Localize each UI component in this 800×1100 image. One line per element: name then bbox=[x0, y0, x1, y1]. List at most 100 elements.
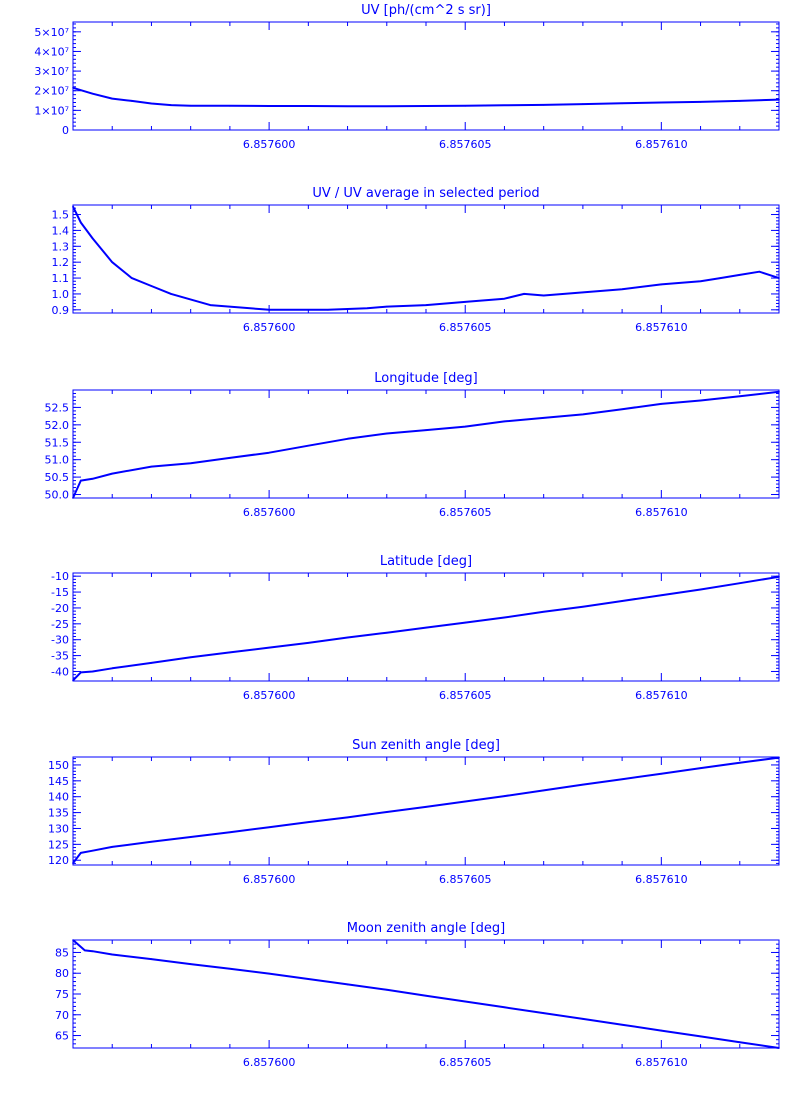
data-point bbox=[621, 102, 623, 105]
data-point bbox=[150, 841, 153, 843]
data-point bbox=[542, 417, 545, 419]
data-point bbox=[346, 636, 349, 639]
series-line bbox=[72, 86, 780, 108]
data-point bbox=[582, 413, 584, 416]
y-tick-label: 1.2 bbox=[52, 256, 70, 269]
data-point bbox=[660, 403, 663, 405]
data-point bbox=[699, 101, 702, 103]
y-tick-label: 80 bbox=[55, 967, 69, 980]
y-tick-label: 4×10⁷ bbox=[34, 45, 69, 58]
data-point bbox=[464, 800, 467, 803]
series-line bbox=[72, 756, 780, 864]
data-point bbox=[699, 399, 702, 402]
data-point bbox=[542, 1012, 545, 1014]
chart-title: Longitude [deg] bbox=[374, 371, 477, 386]
data-point bbox=[150, 662, 153, 664]
data-point bbox=[131, 100, 133, 102]
data-point bbox=[464, 621, 467, 624]
data-point bbox=[542, 610, 545, 613]
data-point bbox=[268, 309, 270, 311]
y-tick-label: 1.0 bbox=[52, 288, 70, 301]
data-point bbox=[72, 862, 74, 864]
data-point bbox=[660, 594, 663, 597]
data-point bbox=[91, 849, 94, 852]
chart-title: Latitude [deg] bbox=[380, 554, 472, 569]
chart-title: UV / UV average in selected period bbox=[312, 186, 539, 201]
data-point bbox=[582, 605, 584, 608]
series-line bbox=[72, 206, 780, 311]
data-point bbox=[229, 651, 231, 654]
chart-title: UV [ph/(cm^2 s sr)] bbox=[361, 3, 491, 18]
data-point bbox=[738, 582, 741, 584]
y-tick-label: 1.4 bbox=[52, 224, 70, 237]
data-point bbox=[268, 972, 270, 975]
data-point bbox=[80, 671, 82, 674]
x-tick-label: 6.857605 bbox=[439, 321, 492, 334]
data-point bbox=[229, 457, 231, 459]
data-point bbox=[307, 105, 310, 107]
y-tick-label: 65 bbox=[55, 1030, 69, 1043]
x-tick-label: 6.857610 bbox=[635, 1056, 688, 1069]
data-point bbox=[660, 773, 663, 775]
y-tick-label: 51.0 bbox=[45, 454, 70, 467]
data-point bbox=[738, 1041, 741, 1043]
data-point bbox=[503, 1006, 506, 1009]
data-point bbox=[425, 105, 427, 107]
x-tick-label: 6.857605 bbox=[439, 506, 492, 519]
data-point bbox=[150, 465, 153, 468]
x-tick-label: 6.857600 bbox=[243, 321, 296, 334]
data-point bbox=[111, 97, 114, 100]
y-tick-label: 3×10⁷ bbox=[34, 65, 69, 78]
data-point bbox=[72, 679, 74, 682]
data-point bbox=[91, 92, 94, 95]
data-point bbox=[83, 949, 86, 952]
data-point bbox=[385, 105, 388, 108]
y-tick-label: -30 bbox=[51, 634, 69, 647]
data-point bbox=[307, 821, 310, 823]
data-point bbox=[503, 795, 506, 797]
data-point bbox=[268, 451, 270, 454]
data-point bbox=[80, 852, 82, 854]
series-line bbox=[72, 575, 780, 682]
y-tick-label: 2×10⁷ bbox=[34, 85, 69, 98]
data-point bbox=[582, 1018, 584, 1020]
y-tick-label: 1.5 bbox=[52, 209, 70, 222]
x-tick-label: 6.857600 bbox=[243, 506, 296, 519]
x-tick-label: 6.857605 bbox=[439, 873, 492, 886]
data-point bbox=[189, 462, 192, 464]
chart-panel-1: UV [ph/(cm^2 s sr)] 0 1×10⁷ 2×10⁷ 3×10⁷ 4×10⁷… bbox=[34, 3, 780, 151]
y-tick-label: -20 bbox=[51, 602, 69, 615]
x-tick-label: 6.857605 bbox=[439, 689, 492, 702]
x-tick-label: 6.857610 bbox=[635, 138, 688, 151]
data-point bbox=[778, 98, 780, 101]
y-tick-label: -10 bbox=[51, 570, 69, 583]
data-point bbox=[425, 994, 427, 997]
data-point bbox=[660, 1029, 663, 1032]
y-tick-label: -25 bbox=[51, 618, 69, 631]
data-point bbox=[738, 395, 741, 398]
series-line bbox=[72, 939, 780, 1049]
data-point bbox=[268, 646, 270, 649]
data-point bbox=[150, 285, 153, 287]
data-point bbox=[189, 656, 192, 658]
data-point bbox=[699, 1035, 702, 1038]
data-point bbox=[503, 297, 506, 300]
y-tick-label: 140 bbox=[48, 791, 69, 804]
data-point bbox=[503, 420, 506, 423]
data-point bbox=[738, 274, 741, 276]
plot-frame bbox=[72, 389, 780, 499]
y-tick-label: 1×10⁷ bbox=[34, 104, 69, 117]
data-point bbox=[464, 105, 467, 107]
series-line bbox=[72, 390, 780, 499]
y-tick-label: -15 bbox=[51, 586, 69, 599]
data-point bbox=[170, 293, 172, 295]
y-tick-label: 125 bbox=[48, 838, 69, 851]
data-point bbox=[425, 626, 427, 629]
y-tick-label: -40 bbox=[51, 665, 69, 678]
y-tick-label: 50.5 bbox=[45, 471, 70, 484]
data-point bbox=[699, 767, 702, 769]
data-point bbox=[660, 283, 663, 286]
y-tick-label: 5×10⁷ bbox=[34, 26, 69, 39]
y-tick-label: 70 bbox=[55, 1009, 69, 1022]
data-point bbox=[91, 478, 94, 480]
